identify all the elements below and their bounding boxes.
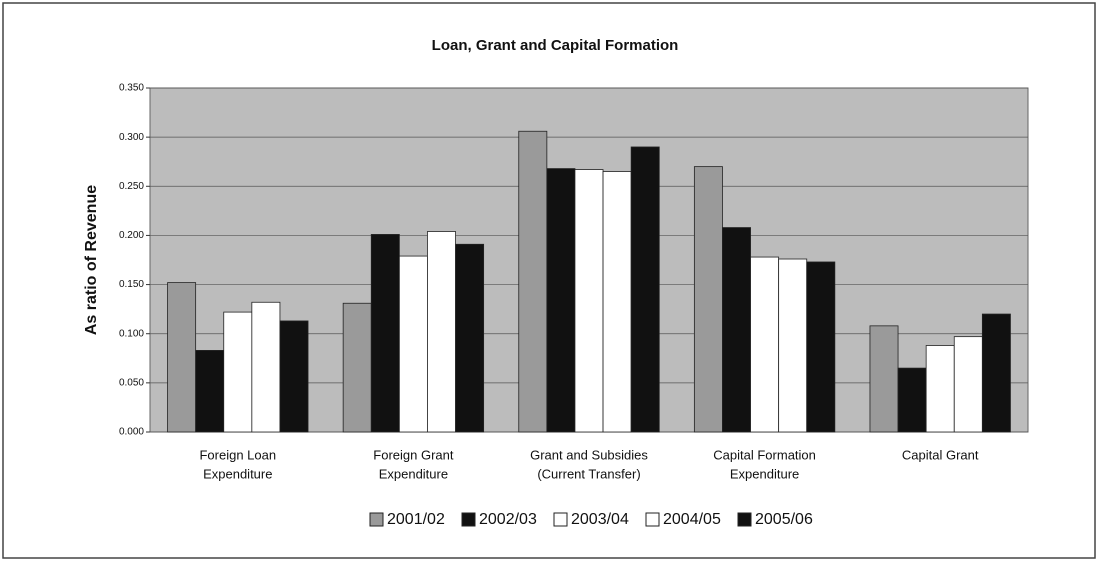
- x-tick-label: Expenditure: [379, 466, 448, 481]
- x-tick-label: Expenditure: [730, 466, 799, 481]
- y-tick-label: 0.100: [119, 328, 144, 339]
- bar: [398, 255, 428, 433]
- bar: [750, 256, 780, 433]
- legend-label: 2002/03: [479, 511, 537, 528]
- bar: [953, 336, 983, 433]
- legend-swatch: [461, 512, 476, 527]
- y-tick-label: 0.200: [119, 230, 144, 241]
- bar: [981, 313, 1011, 433]
- bar: [342, 302, 372, 433]
- legend-label: 2005/06: [755, 511, 813, 528]
- bar: [897, 367, 927, 433]
- legend-label: 2001/02: [387, 511, 445, 528]
- x-tick-label: Foreign Grant: [373, 447, 454, 462]
- legend-swatch: [737, 512, 752, 527]
- legend-label: 2003/04: [571, 511, 629, 528]
- bar: [630, 146, 660, 433]
- bar: [693, 166, 723, 433]
- y-tick-label: 0.300: [119, 132, 144, 143]
- legend-label: 2004/05: [663, 511, 721, 528]
- bar: [925, 345, 955, 433]
- bar: [602, 171, 632, 433]
- y-tick-label: 0.150: [119, 279, 144, 290]
- legend-swatch: [645, 512, 660, 527]
- bar: [806, 261, 836, 433]
- bar: [574, 169, 604, 433]
- bar: [223, 311, 253, 433]
- legend-swatch: [369, 512, 384, 527]
- x-tick-label: Foreign Loan: [199, 447, 276, 462]
- bar: [195, 350, 225, 433]
- x-tick-label: Expenditure: [203, 466, 272, 481]
- bar: [722, 227, 751, 433]
- bar: [778, 258, 808, 433]
- y-tick-label: 0.050: [119, 377, 144, 388]
- x-tick-label: (Current Transfer): [537, 466, 640, 481]
- x-tick-label: Grant and Subsidies: [530, 447, 648, 462]
- chart-title: Loan, Grant and Capital Formation: [432, 37, 679, 54]
- y-axis-label: As ratio of Revenue: [83, 185, 100, 335]
- y-tick-label: 0.000: [119, 427, 144, 438]
- bar: [455, 243, 485, 433]
- bar: [518, 130, 548, 433]
- bar: [279, 320, 309, 433]
- legend-swatch: [553, 512, 568, 527]
- bar: [167, 282, 197, 433]
- bar: [370, 234, 400, 433]
- x-tick-label: Capital Grant: [902, 447, 979, 462]
- y-tick-label: 0.250: [119, 181, 144, 192]
- bar: [427, 231, 456, 433]
- bar: [546, 168, 576, 433]
- bar: [869, 325, 899, 433]
- y-tick-label: 0.350: [119, 83, 144, 94]
- bar: [251, 301, 281, 433]
- x-tick-label: Capital Formation: [713, 447, 816, 462]
